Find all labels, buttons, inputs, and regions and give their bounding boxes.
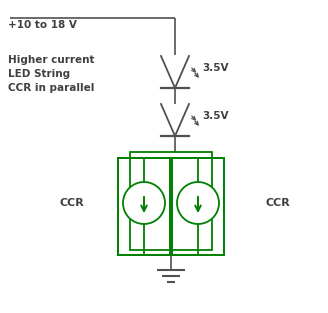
Text: Higher current
LED String
CCR in parallel: Higher current LED String CCR in paralle… bbox=[8, 55, 94, 93]
Bar bbox=[130, 152, 212, 250]
Bar bbox=[118, 158, 170, 255]
Bar bbox=[118, 158, 170, 255]
Circle shape bbox=[177, 182, 219, 224]
Bar bbox=[172, 158, 224, 255]
Text: 3.5V: 3.5V bbox=[202, 111, 229, 121]
Text: CCR: CCR bbox=[266, 198, 290, 208]
Text: 3.5V: 3.5V bbox=[202, 63, 229, 73]
Circle shape bbox=[123, 182, 165, 224]
Bar bbox=[172, 158, 224, 255]
Text: CCR: CCR bbox=[60, 198, 84, 208]
Text: +10 to 18 V: +10 to 18 V bbox=[8, 20, 77, 30]
